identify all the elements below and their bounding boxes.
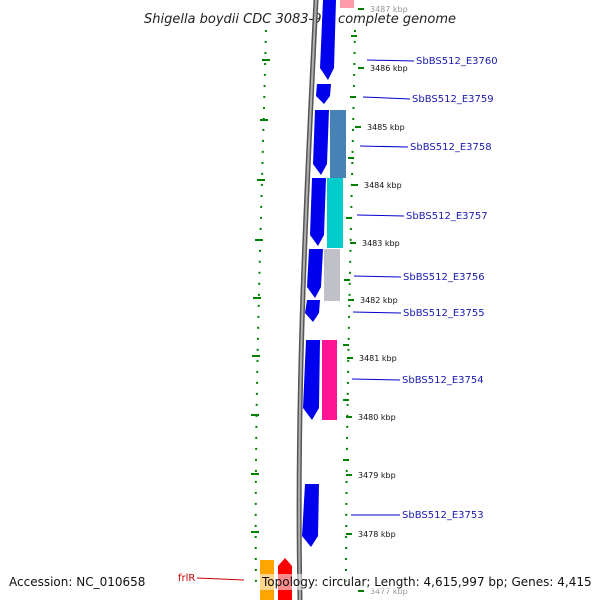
gene-arrow [303, 340, 320, 420]
kbp-label: 3480 kbp [358, 413, 396, 422]
accession-text: Accession: NC_010658 [9, 575, 145, 589]
pink-feature-top [340, 0, 354, 8]
kbp-label: 3478 kbp [358, 530, 396, 539]
gene-leader-line [359, 145, 409, 148]
kbp-label: 3484 kbp [364, 181, 402, 190]
gene-label: SbBS512_E3759 [412, 94, 494, 105]
gene-label: SbBS512_E3755 [403, 308, 485, 319]
forward-genes [302, 0, 336, 547]
gene-leader-line [351, 378, 401, 381]
frlR-label-group: frlR [178, 573, 245, 584]
gene-leader-line [362, 96, 411, 100]
steelblue-feature [330, 110, 346, 178]
gene-arrow [313, 110, 329, 175]
kbp-label: 3481 kbp [359, 354, 397, 363]
gene-leader-line [356, 214, 405, 217]
outer-dotted-ruler [254, 29, 267, 591]
genome-backbone [296, 0, 319, 600]
gene-arrow [302, 484, 319, 547]
gene-label: SbBS512_E3758 [410, 142, 492, 153]
topology-backdrop [260, 574, 594, 590]
gene-label: SbBS512_E3760 [416, 56, 498, 67]
topology-text: Topology: circular; Length: 4,615,997 bp… [261, 575, 592, 589]
kbp-label: 3482 kbp [360, 296, 398, 305]
gene-arrow [320, 0, 336, 80]
cyan-feature [327, 178, 343, 248]
gene-arrow [316, 84, 331, 104]
pink-feature [322, 340, 337, 420]
gene-labels: SbBS512_E3760 SbBS512_E3759 SbBS512_E3758 S… [351, 56, 498, 521]
kbp-label: 3479 kbp [358, 471, 396, 480]
gene-arrow [310, 178, 326, 246]
frlR-label: frlR [178, 573, 195, 584]
kbp-label: 3477 kbp [370, 587, 408, 596]
gene-arrow [307, 249, 323, 298]
inner-dotted-ruler [345, 29, 356, 591]
kbp-label: 3483 kbp [362, 239, 400, 248]
outer-ruler-ticks [251, 59, 270, 533]
gene-label: SbBS512_E3757 [406, 211, 488, 222]
gene-leader-line [352, 311, 402, 314]
gene-leader-line [366, 59, 415, 62]
kbp-scale: 3487 kbp 3486 kbp 3485 kbp 3484 kbp 3483 kbp… [346, 5, 408, 596]
gene-label: SbBS512_E3753 [402, 510, 484, 521]
inner-ruler-ticks [343, 35, 357, 461]
gene-label: SbBS512_E3754 [402, 375, 484, 386]
gray-feature [324, 249, 340, 301]
kbp-label: 3486 kbp [370, 64, 408, 73]
gene-label: SbBS512_E3756 [403, 272, 485, 283]
kbp-label: 3485 kbp [367, 123, 405, 132]
gene-leader-line [353, 275, 402, 278]
gene-arrow [305, 300, 320, 322]
map-title: Shigella boydii CDC 3083-94, complete ge… [144, 12, 456, 27]
kbp-label: 3487 kbp [370, 5, 408, 14]
